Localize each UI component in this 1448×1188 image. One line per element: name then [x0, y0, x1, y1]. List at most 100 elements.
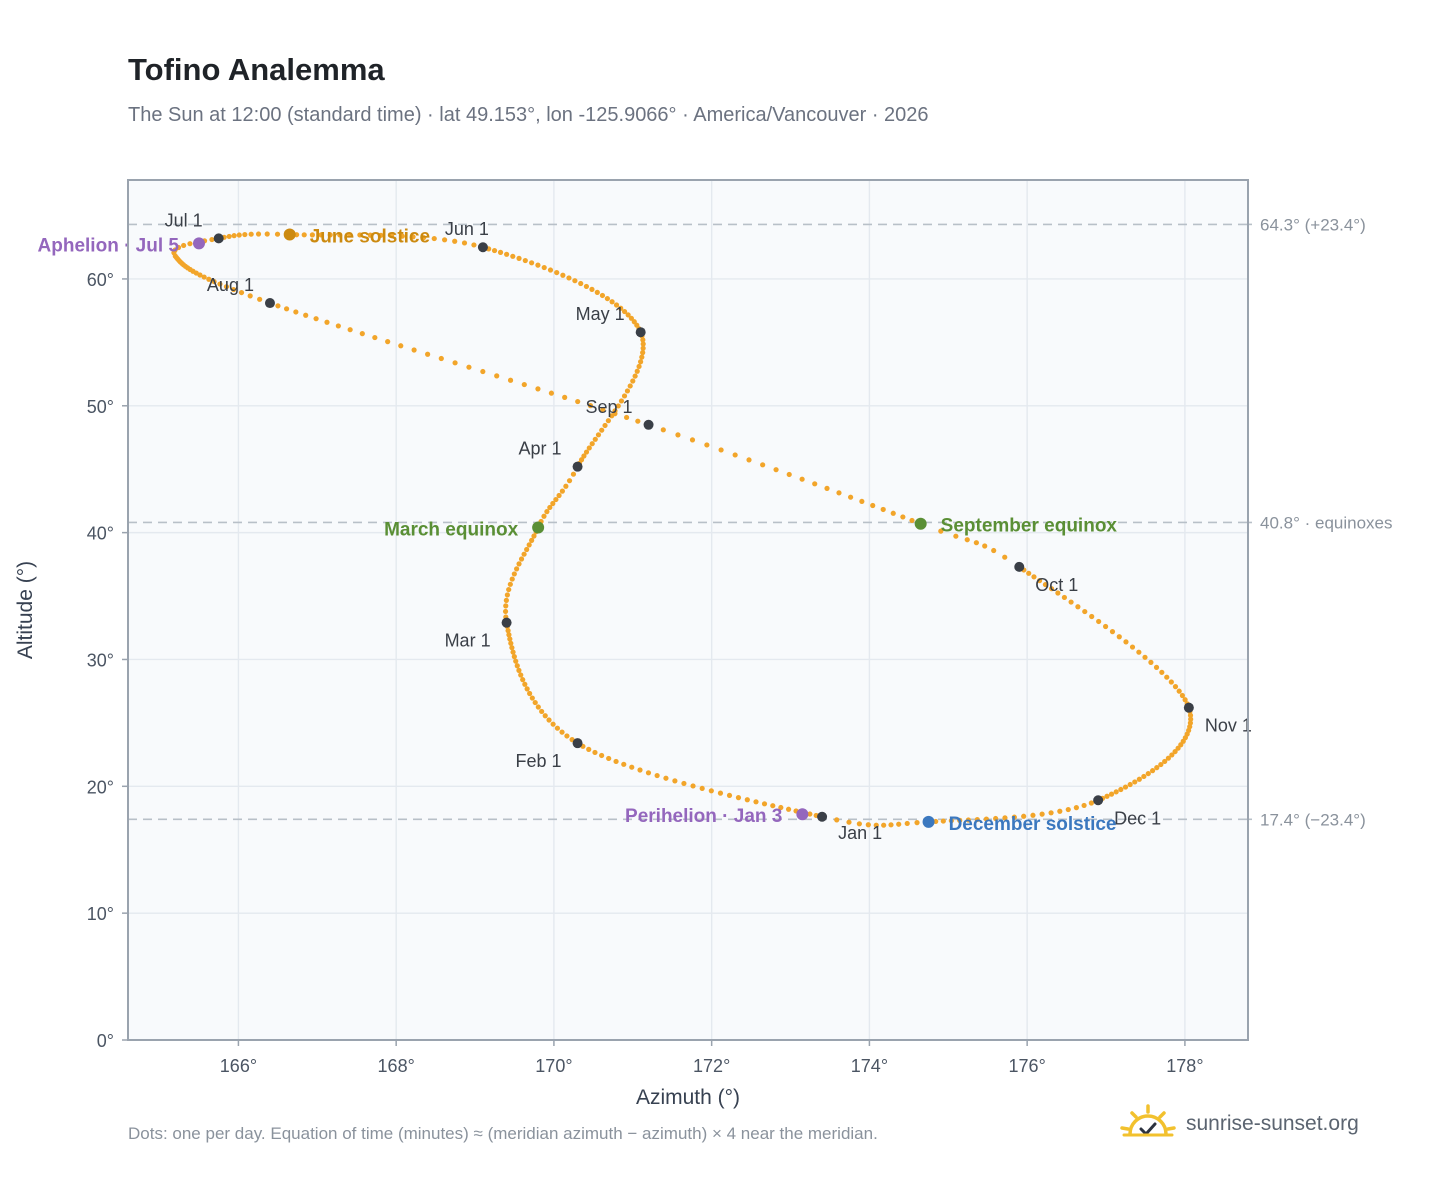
day-dot: [964, 537, 970, 543]
x-tick-label: 166°: [220, 1056, 257, 1076]
month-marker: [643, 419, 654, 430]
day-dot: [807, 811, 813, 817]
day-dot: [572, 278, 578, 284]
day-dot: [586, 445, 592, 451]
day-dot: [548, 390, 555, 396]
day-dot: [521, 381, 527, 388]
day-dot: [1048, 810, 1054, 816]
day-dot: [1172, 748, 1178, 755]
day-dot: [1132, 779, 1138, 785]
day-dot: [480, 368, 486, 375]
day-dot: [1030, 812, 1036, 818]
axes: 166° 168° 170° 172° 174° 176° 178° 0° 10° 20° 30° 4…: [14, 179, 1249, 1109]
day-dot: [524, 686, 530, 692]
day-dot: [425, 351, 431, 357]
day-dot: [965, 817, 971, 823]
day-dot: [732, 452, 738, 458]
day-dot: [542, 713, 548, 719]
day-dot: [529, 260, 535, 266]
day-dot: [615, 403, 621, 409]
day-dot: [1187, 712, 1194, 718]
month-label: Jan 1: [838, 823, 882, 843]
y-tick-label: 10°: [87, 904, 114, 924]
day-dot: [586, 746, 592, 752]
month-marker: [572, 738, 583, 749]
day-dot: [309, 232, 315, 238]
month-label: Apr 1: [519, 439, 562, 459]
day-dot: [388, 233, 395, 239]
day-dot: [452, 360, 458, 366]
day-dot: [770, 803, 776, 809]
day-dot: [1149, 768, 1156, 774]
day-dot: [786, 471, 792, 478]
day-dot: [637, 767, 643, 773]
day-dot: [324, 319, 330, 325]
day-dot: [231, 286, 237, 293]
day-dot: [631, 319, 637, 325]
day-dot: [881, 822, 887, 828]
y-axis-label: Altitude (°): [14, 561, 37, 659]
y-tick-label: 40°: [87, 524, 114, 544]
day-dot: [896, 821, 902, 827]
day-dot: [635, 418, 641, 424]
day-dot: [953, 533, 959, 539]
day-dot: [605, 418, 611, 424]
day-dot: [560, 272, 566, 278]
day-dot: [618, 398, 625, 404]
day-dot: [1153, 664, 1160, 670]
day-dot: [865, 822, 871, 828]
month-label: Jun 1: [445, 219, 489, 239]
day-dot: [522, 257, 528, 264]
day-dot: [639, 354, 645, 360]
event-label: Perihelion · Jan 3: [625, 806, 782, 827]
day-dot: [594, 289, 600, 295]
day-dot: [526, 542, 532, 548]
day-dot: [547, 504, 553, 511]
day-dot: [359, 331, 365, 337]
day-dot: [378, 232, 384, 238]
day-dot: [209, 236, 215, 243]
day-dot: [846, 819, 852, 825]
day-dot: [546, 717, 552, 723]
month-marker: [213, 233, 224, 244]
day-dot: [1169, 752, 1175, 758]
day-dot: [575, 398, 581, 405]
day-dot: [318, 232, 324, 238]
day-dot: [726, 792, 733, 799]
day-dot: [529, 537, 535, 543]
day-dot: [581, 453, 587, 459]
day-dot: [589, 441, 595, 447]
day-dot: [1075, 604, 1081, 610]
event-label: September equinox: [941, 516, 1118, 537]
day-dot: [527, 690, 533, 697]
day-dot: [583, 449, 590, 455]
day-dot: [993, 815, 999, 822]
day-dot: [773, 467, 779, 473]
day-dot: [1154, 765, 1160, 771]
day-dot: [689, 437, 696, 443]
day-dot: [236, 232, 242, 238]
month-label: Nov 1: [1205, 716, 1252, 736]
day-dot: [613, 758, 619, 765]
reference-line-label: 40.8° · equinoxes: [1260, 513, 1393, 532]
day-dot: [1176, 688, 1182, 694]
day-dot: [1042, 581, 1049, 588]
day-dot: [566, 275, 572, 281]
day-dot: [973, 540, 979, 546]
day-dot: [264, 231, 270, 237]
day-dot: [834, 817, 840, 823]
day-dot: [778, 804, 784, 811]
day-dot: [283, 306, 290, 312]
day-dot: [938, 528, 944, 534]
month-marker: [264, 298, 275, 309]
day-dot: [1136, 776, 1142, 782]
day-dot: [760, 462, 766, 468]
y-tick-label: 30°: [87, 650, 114, 670]
chart-subtitle: The Sun at 12:00 (standard time) · lat 4…: [128, 104, 929, 126]
day-dot: [589, 286, 595, 292]
day-dot: [247, 293, 253, 299]
day-dot: [335, 323, 341, 329]
brand[interactable]: sunrise-sunset.org: [1120, 1104, 1359, 1144]
day-dot: [385, 339, 391, 345]
day-dot: [275, 303, 281, 309]
